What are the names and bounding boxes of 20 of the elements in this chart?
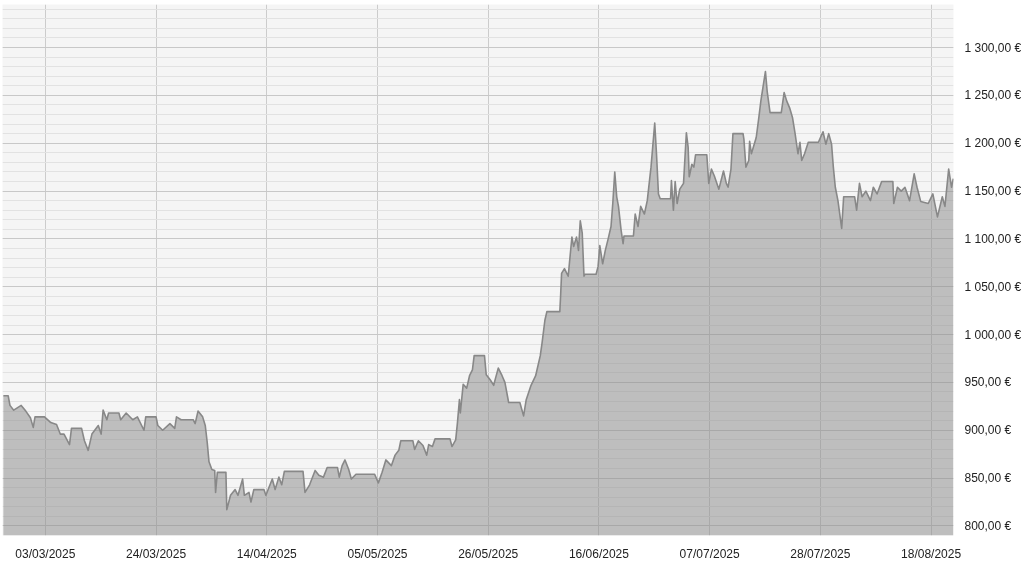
y-tick-label: 1 050,00 €: [964, 279, 1022, 294]
y-tick-label: 850,00 €: [964, 471, 1012, 486]
y-tick-label: 1 000,00 €: [964, 327, 1022, 342]
y-tick-label: 950,00 €: [964, 375, 1012, 390]
x-tick-label: 03/03/2025: [15, 546, 76, 561]
x-tick-label: 24/03/2025: [126, 546, 187, 561]
x-tick-label: 07/07/2025: [679, 546, 741, 561]
x-tick-label: 18/08/2025: [901, 546, 962, 561]
y-tick-label: 900,00 €: [964, 423, 1012, 438]
x-tick-label: 14/04/2025: [236, 546, 298, 561]
x-tick-label: 16/06/2025: [568, 546, 630, 561]
y-tick-label: 1 300,00 €: [964, 40, 1022, 55]
y-tick-label: 1 150,00 €: [964, 184, 1022, 199]
y-tick-label: 1 100,00 €: [964, 231, 1022, 246]
x-tick-label: 28/07/2025: [790, 546, 851, 561]
y-tick-label: 800,00 €: [964, 518, 1012, 533]
x-tick-label: 05/05/2025: [347, 546, 408, 561]
x-tick-label: 26/05/2025: [458, 546, 519, 561]
y-tick-label: 1 200,00 €: [964, 136, 1022, 151]
y-tick-label: 1 250,00 €: [964, 88, 1022, 103]
